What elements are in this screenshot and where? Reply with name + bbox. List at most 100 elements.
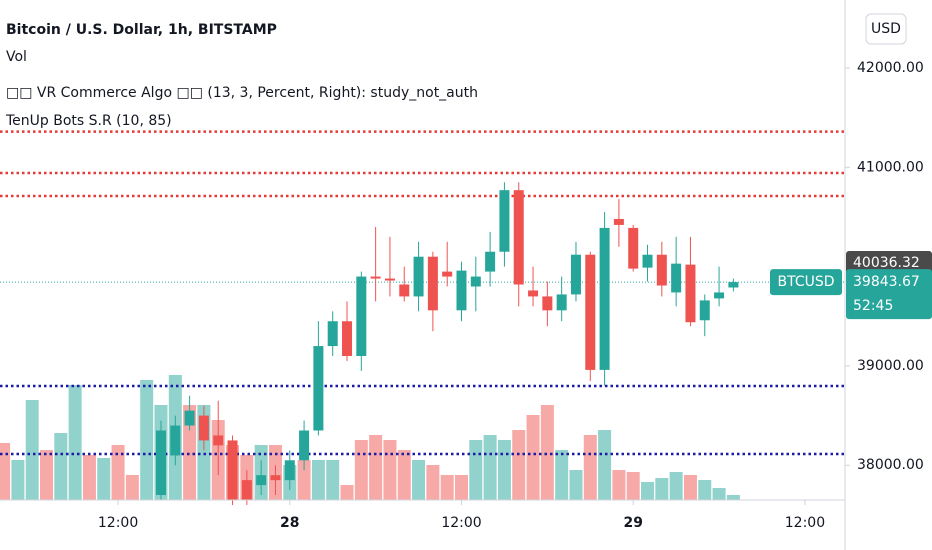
y-tick-label: 38000.00 (857, 457, 924, 473)
indicator-label: Vol (6, 49, 27, 65)
candle-body (728, 282, 739, 288)
x-tick-label: 28 (280, 515, 299, 531)
candle-body (528, 290, 539, 297)
volume-bar (397, 450, 411, 500)
last-price-label: 39843.67 (853, 274, 920, 290)
volume-bar (683, 475, 697, 500)
volume-bar (669, 472, 683, 500)
volume-bar (540, 405, 554, 500)
candle-body (384, 278, 395, 281)
volume-bar (54, 433, 68, 500)
chart-title: Bitcoin / U.S. Dollar, 1h, BITSTAMP (6, 22, 277, 38)
level-lines (0, 130, 845, 456)
volume-bar (82, 455, 96, 500)
candle-body (299, 430, 310, 461)
candle-body (327, 321, 338, 347)
volume-bar (526, 415, 540, 500)
candle-body (542, 296, 553, 311)
candle-body (613, 218, 624, 225)
volume-layer (0, 375, 740, 500)
candle-body (456, 270, 467, 311)
indicator-label: TenUp Bots S.R (10, 85) (5, 113, 172, 129)
candle-body (184, 410, 195, 426)
volume-bar (426, 465, 440, 500)
candle-body (556, 294, 567, 311)
countdown-label: 52:45 (853, 298, 893, 314)
volume-bar (469, 440, 483, 500)
volume-bar (698, 480, 712, 500)
candle-body (642, 254, 653, 268)
candle-body (599, 227, 610, 370)
volume-bar (454, 475, 468, 500)
candle-body (499, 190, 510, 252)
volume-bar (68, 385, 82, 500)
volume-bar (140, 380, 154, 500)
volume-bar (326, 460, 340, 500)
candle-body (427, 256, 438, 311)
candle-body (399, 284, 410, 297)
candle-body (699, 300, 710, 321)
candle-body (213, 435, 224, 446)
axes: 42000.00 41000.00 39000.00 38000.00 12:00 28 1… (98, 60, 932, 531)
last-price-label-bg (846, 269, 932, 320)
volume-bar (412, 460, 426, 500)
candle-body (155, 430, 166, 496)
volume-bar (97, 458, 111, 500)
candle-body (628, 227, 639, 269)
candle-body (413, 256, 424, 297)
candle-body (685, 264, 696, 323)
candle-body (714, 292, 725, 299)
candle-body (470, 276, 481, 287)
volume-bar (555, 450, 569, 500)
currency-button[interactable] (865, 13, 907, 45)
volume-bar (354, 440, 368, 500)
candle-body (227, 440, 238, 500)
volume-bar (340, 485, 354, 500)
volume-bar (111, 445, 125, 500)
volume-bar (626, 472, 640, 500)
volume-bar (583, 435, 597, 500)
volume-bar (483, 435, 497, 500)
volume-bar (569, 470, 583, 500)
candle-body (585, 254, 596, 370)
x-tick-label: 12:00 (785, 515, 825, 531)
volume-bar (25, 400, 39, 500)
x-tick-label: 12:00 (98, 515, 138, 531)
candle-body (198, 415, 209, 441)
candle-body (513, 190, 524, 285)
volume-bar (40, 450, 54, 500)
candle-body (170, 425, 181, 456)
y-tick-label: 42000.00 (857, 60, 924, 76)
candle-body (370, 276, 381, 279)
candle-body (356, 276, 367, 357)
x-tick-label: 29 (623, 515, 642, 531)
volume-bar (655, 478, 669, 500)
crosshair-label-bg (846, 251, 932, 276)
volume-bar (383, 440, 397, 500)
candle-body (570, 254, 581, 295)
volume-bar (440, 475, 454, 500)
crosshair-label: 40036.32 (853, 255, 920, 271)
volume-bar (0, 443, 11, 500)
volume-bar (598, 430, 612, 500)
candle-body (284, 460, 295, 481)
volume-bar (612, 470, 626, 500)
y-tick-label: 39000.00 (857, 358, 924, 374)
currency-label[interactable]: USD (871, 21, 901, 37)
candle-body (270, 475, 281, 481)
symbol-label-bg (770, 269, 842, 296)
candle-body (442, 271, 453, 277)
candle-body (671, 263, 682, 293)
volume-bar (11, 460, 25, 500)
volume-bar (297, 460, 311, 500)
candle-body (342, 321, 353, 357)
volume-bar (497, 440, 511, 500)
volume-bar (726, 495, 740, 500)
candle-body (656, 254, 667, 286)
volume-bar (125, 475, 139, 500)
x-tick-label: 12:00 (441, 515, 481, 531)
volume-bar (369, 435, 383, 500)
y-tick-label: 41000.00 (857, 159, 924, 175)
volume-bar (512, 430, 526, 500)
